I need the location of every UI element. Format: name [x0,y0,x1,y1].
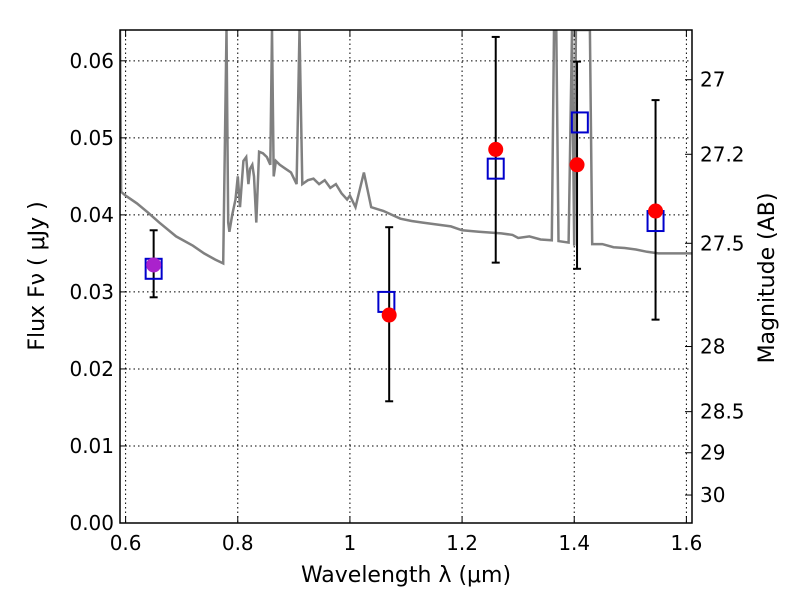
mag-tick-label-1: 27.2 [700,142,745,166]
y-tick-label-1: 0.01 [69,434,114,458]
y-axis-label: Flux Fν ( μJy ) [25,201,50,350]
y-tick-label-0: 0.00 [69,511,114,535]
mag-tick-label-4: 28.5 [700,400,745,424]
tick-marks [120,30,692,524]
y-tick-label-2: 0.02 [69,357,114,381]
x-tick-label-1: 0.8 [222,531,254,555]
x-tick-label-4: 1.4 [558,531,590,555]
y-tick-label-6: 0.06 [69,49,114,73]
y-tick-label-4: 0.04 [69,203,114,227]
tick-labels: 0.6 0.8 1 1.2 1.4 1.6 0.00 0.01 0.02 0.03 0.04 0.05… [69,49,744,555]
y-tick-label-3: 0.03 [69,280,114,304]
mag-tick-label-6: 30 [700,483,725,507]
x-tick-label-0: 0.6 [110,531,142,555]
model-sed-layer [120,30,692,266]
y2-axis-label: Magnitude (AB) [755,193,780,364]
model-sed-line [120,30,692,266]
axes-frame [119,29,693,524]
x-axis-label: Wavelength λ (μm) [301,563,511,588]
x-tick-label-3: 1.2 [446,531,478,555]
observed-point-3 [569,157,585,173]
x-tick-label-2: 1 [344,531,357,555]
grid-lines [120,30,692,523]
observed-points-layer [146,141,664,323]
observed-point-1 [381,307,397,323]
observed-point-2 [488,141,504,157]
mag-tick-label-0: 27 [700,68,725,92]
mag-tick-label-3: 28 [700,335,725,359]
observed-point-4 [648,203,664,219]
y-tick-label-5: 0.05 [69,126,114,150]
mag-tick-label-2: 27.5 [700,231,745,255]
plot-frame [119,29,693,524]
model-photometry-square-2 [486,157,505,180]
observed-point-0 [146,257,162,273]
model-photometry-square-3 [570,111,589,134]
mag-tick-label-5: 29 [700,441,725,465]
x-tick-label-5: 1.6 [670,531,702,555]
